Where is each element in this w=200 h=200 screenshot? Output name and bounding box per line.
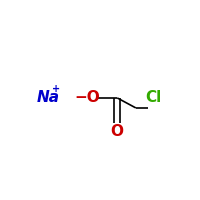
Text: Cl: Cl	[146, 90, 162, 105]
Text: +: +	[52, 84, 60, 94]
Text: Na: Na	[37, 90, 60, 105]
Text: −O: −O	[74, 90, 100, 105]
Text: O: O	[111, 124, 124, 139]
